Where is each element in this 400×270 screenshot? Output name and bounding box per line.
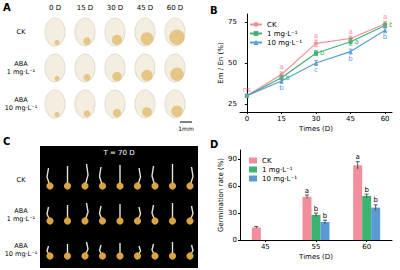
svg-text:b: b [279, 84, 284, 92]
svg-text:CK: CK [262, 157, 272, 165]
svg-text:b: b [389, 21, 394, 29]
svg-text:60: 60 [381, 115, 390, 123]
svg-text:CK: CK [267, 21, 277, 29]
svg-text:15: 15 [277, 115, 286, 123]
svg-text:1 mg·L⁻¹: 1 mg·L⁻¹ [7, 68, 36, 76]
svg-text:50: 50 [228, 59, 237, 67]
svg-text:a: a [305, 187, 309, 195]
svg-text:b: b [323, 212, 328, 220]
svg-text:T = 70 D: T = 70 D [102, 149, 134, 157]
svg-text:10 mg·L⁻¹: 10 mg·L⁻¹ [5, 250, 38, 258]
svg-text:60: 60 [228, 182, 237, 190]
svg-text:Germination rate (%): Germination rate (%) [217, 158, 225, 232]
svg-text:b: b [364, 186, 369, 194]
svg-text:b: b [285, 74, 290, 82]
svg-text:45: 45 [346, 115, 355, 123]
svg-text:45 D: 45 D [137, 4, 154, 12]
svg-text:55: 55 [312, 243, 321, 251]
svg-text:75: 75 [228, 18, 237, 26]
svg-text:ABA: ABA [14, 207, 28, 216]
svg-text:b: b [314, 205, 319, 213]
svg-text:30: 30 [228, 209, 237, 217]
svg-text:ns: ns [243, 86, 251, 94]
svg-text:10 mg·L⁻¹: 10 mg·L⁻¹ [262, 175, 297, 183]
svg-text:1 mg·L⁻¹: 1 mg·L⁻¹ [262, 166, 293, 174]
svg-text:45: 45 [261, 243, 270, 251]
svg-text:D: D [210, 139, 218, 150]
svg-text:c: c [314, 66, 318, 74]
svg-text:1 mg·L⁻¹: 1 mg·L⁻¹ [267, 30, 298, 38]
svg-text:15 D: 15 D [77, 4, 94, 12]
svg-text:b: b [373, 196, 378, 204]
svg-text:a: a [383, 13, 387, 21]
svg-text:CK: CK [17, 28, 27, 36]
svg-text:60 D: 60 D [167, 4, 184, 12]
svg-text:A: A [3, 2, 11, 13]
svg-text:0: 0 [233, 236, 237, 244]
svg-text:Em / En (%): Em / En (%) [217, 42, 225, 84]
svg-text:a: a [356, 153, 360, 161]
svg-text:0 D: 0 D [49, 4, 61, 12]
svg-text:a: a [314, 32, 318, 40]
svg-text:60: 60 [362, 243, 371, 251]
svg-text:b: b [348, 55, 353, 63]
svg-text:B: B [210, 5, 218, 16]
svg-text:90: 90 [228, 155, 237, 163]
svg-text:CK: CK [17, 176, 27, 184]
svg-text:C: C [3, 136, 10, 147]
svg-text:10 mg·L⁻¹: 10 mg·L⁻¹ [267, 39, 302, 47]
svg-text:1mm: 1mm [178, 125, 194, 132]
svg-text:30 D: 30 D [107, 4, 124, 12]
svg-text:a: a [279, 63, 283, 71]
svg-text:10 mg·L⁻¹: 10 mg·L⁻¹ [5, 104, 38, 112]
svg-text:Times (D): Times (D) [298, 253, 333, 261]
svg-text:b: b [383, 33, 388, 41]
svg-text:ABA: ABA [14, 60, 28, 69]
svg-text:b: b [320, 49, 325, 57]
svg-text:Times (D): Times (D) [298, 125, 333, 133]
svg-text:a: a [348, 28, 352, 36]
svg-text:ABA: ABA [14, 242, 28, 251]
svg-text:30: 30 [312, 115, 321, 123]
svg-text:0: 0 [245, 115, 249, 123]
svg-text:a: a [355, 38, 359, 46]
svg-text:ABA: ABA [14, 96, 28, 105]
svg-text:25: 25 [228, 100, 237, 108]
svg-text:1 mg·L⁻¹: 1 mg·L⁻¹ [7, 215, 36, 223]
